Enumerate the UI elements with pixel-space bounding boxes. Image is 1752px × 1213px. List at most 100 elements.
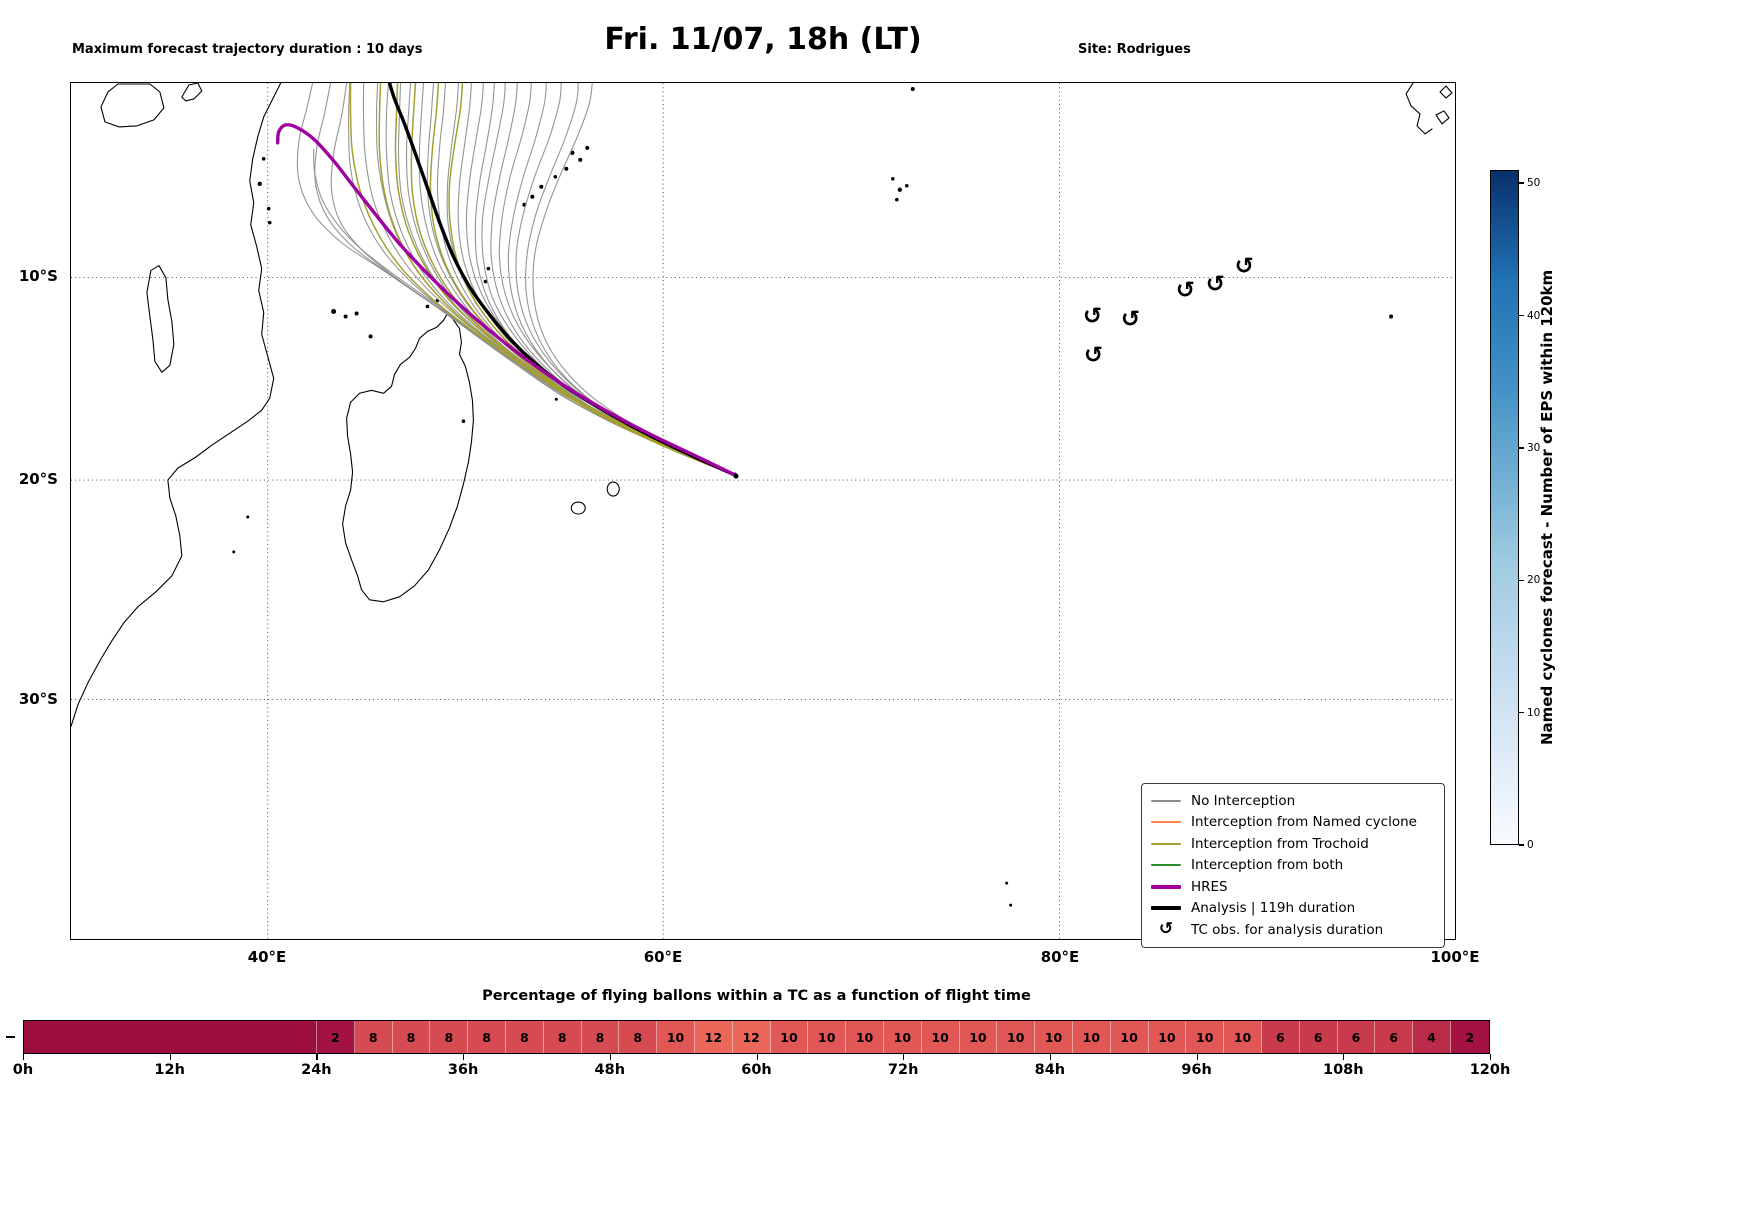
island-dot — [257, 181, 262, 186]
island-dot — [425, 304, 430, 309]
bar-x-tick-label: 96h — [1181, 1062, 1212, 1078]
island-dot — [897, 187, 902, 192]
bar-x-tick-label: 0h — [12, 1062, 34, 1078]
lat-tick-label: 30°S — [18, 690, 58, 708]
island-dot — [891, 176, 895, 181]
trajectory-no-interception — [375, 83, 736, 476]
bar-x-tick-label: 36h — [447, 1062, 479, 1078]
island-dot — [585, 145, 590, 150]
tc-obs-symbol: ↺ — [1206, 272, 1225, 298]
bar-segment: 10 — [1224, 1021, 1262, 1053]
bar-segment: 10 — [921, 1021, 960, 1053]
lake-malawi — [146, 265, 175, 373]
bar-segment: 6 — [1375, 1021, 1414, 1053]
bar-segment: 8 — [581, 1021, 620, 1053]
colorbar-tick — [1519, 182, 1524, 184]
lake-small — [181, 83, 203, 102]
trajectory-trochoid-interception — [429, 83, 736, 476]
island-dot — [904, 183, 909, 188]
legend-item: ↺ TC obs. for analysis duration — [1151, 919, 1435, 941]
bar-x-tick-label: 60h — [741, 1062, 772, 1078]
bar-segment: 10 — [808, 1021, 847, 1053]
legend-item: HRES — [1151, 876, 1435, 898]
colorbar — [1490, 170, 1519, 845]
lake-victoria — [100, 83, 165, 128]
legend-line-sample — [1151, 864, 1181, 867]
bar-segment: 12 — [694, 1021, 733, 1053]
legend-item: Interception from Named cyclone — [1151, 812, 1435, 834]
island-dot — [486, 266, 491, 271]
bar-segment: 8 — [354, 1021, 393, 1053]
bar-segment: 8 — [392, 1021, 431, 1053]
flight-time-bar: 2 8 8 8 8 8 8 8 8 10 12 12 10 10 10 10 10 10 10 10 10 10 10 10 1… — [23, 1020, 1490, 1054]
trajectory-no-interception — [525, 83, 736, 476]
colorbar-tick — [1519, 314, 1524, 317]
bar-segment: 2 — [317, 1021, 355, 1053]
legend-label: No Interception — [1191, 792, 1296, 809]
bar-segment: 8 — [505, 1021, 544, 1053]
bar-segment: 8 — [543, 1021, 582, 1053]
island-dot — [354, 311, 359, 316]
island-dot — [553, 174, 558, 179]
bar-x-tick — [169, 1054, 171, 1060]
lon-tick-label: 40°E — [247, 948, 287, 966]
tc-obs-symbol: ↺ — [1176, 278, 1195, 304]
island-dot — [578, 157, 583, 162]
island-outline — [606, 481, 620, 497]
bar-x-tick — [1490, 1054, 1492, 1060]
bar-x-tick-label: 84h — [1034, 1062, 1066, 1078]
bar-x-tick — [1196, 1054, 1198, 1060]
lat-tick-label: 10°S — [18, 267, 58, 285]
legend-line-sample — [1151, 799, 1181, 802]
bar-x-tick-label: 108h — [1323, 1062, 1364, 1078]
bar-segment: 2 — [1450, 1021, 1489, 1053]
legend: No Interception Interception from Named c… — [1141, 783, 1445, 948]
colorbar-tick — [1519, 579, 1524, 582]
tc-obs-symbol: ↺ — [1235, 254, 1254, 280]
legend-line-sample — [1151, 842, 1181, 845]
island-outline — [570, 501, 586, 515]
bar-segment: 8 — [619, 1021, 658, 1053]
bar-x-tick — [23, 1054, 25, 1060]
trajectory-hres — [276, 123, 737, 477]
bar-x-tick-label: 48h — [594, 1062, 626, 1078]
island-dot — [246, 515, 250, 519]
bar-segment: 10 — [997, 1021, 1036, 1053]
legend-label: HRES — [1191, 878, 1228, 895]
bar-x-tick-label: 120h — [1469, 1062, 1511, 1078]
island-dot — [910, 86, 915, 91]
colorbar-tick — [1519, 844, 1524, 846]
bar-x-tick — [1049, 1054, 1052, 1060]
trajectory-no-interception — [446, 83, 736, 476]
bar-x-tick — [316, 1054, 318, 1060]
launch-site-marker — [733, 473, 739, 479]
trajectory-trochoid-interception — [448, 83, 736, 476]
bar-segment: 10 — [1072, 1021, 1111, 1053]
legend-label: Analysis | 119h duration — [1191, 900, 1356, 917]
island-dot — [343, 314, 348, 319]
island-dot — [1389, 314, 1394, 319]
legend-line-sample — [1151, 821, 1181, 824]
trajectory-no-interception — [313, 148, 736, 476]
island-dot — [539, 184, 544, 189]
bar-x-tick — [903, 1054, 905, 1060]
island-dot — [331, 308, 337, 314]
bar-segment: 10 — [1110, 1021, 1149, 1053]
colorbar-tick — [1519, 447, 1524, 449]
bar-segment: 6 — [1337, 1021, 1376, 1053]
madagascar — [342, 312, 474, 603]
lat-tick-label: 20°S — [18, 470, 58, 488]
tc-obs-symbol: ↺ — [1083, 303, 1102, 329]
tc-obs-symbol: ↺ — [1084, 342, 1103, 368]
sumatra-fragment — [1405, 83, 1433, 135]
legend-line-sample — [1151, 906, 1181, 911]
trajectory-trochoid-interception — [410, 83, 736, 476]
figure-title: Fri. 11/07, 18h (LT) — [604, 22, 922, 57]
trajectory-no-interception — [507, 83, 736, 476]
param-line: Maximum forecast trajectory duration : 1… — [72, 42, 423, 57]
legend-item: Analysis | 119h duration — [1151, 898, 1435, 920]
bar-x-tick — [463, 1054, 465, 1060]
bar-segment: 8 — [468, 1021, 506, 1053]
island-dot — [1005, 881, 1009, 885]
bar-segment: 8 — [430, 1021, 469, 1053]
